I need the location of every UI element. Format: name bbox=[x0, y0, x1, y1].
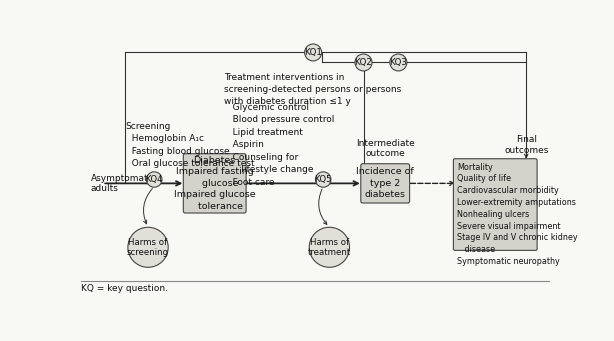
Text: KQ5: KQ5 bbox=[314, 175, 332, 184]
Text: Glycemic control
   Blood pressure control
   Lipid treatment
   Aspirin
   Coun: Glycemic control Blood pressure control … bbox=[224, 103, 335, 187]
Text: KQ2: KQ2 bbox=[354, 58, 373, 67]
Text: Treatment interventions in
screening-detected persons or persons
with diabetes d: Treatment interventions in screening-det… bbox=[224, 73, 402, 106]
FancyBboxPatch shape bbox=[184, 154, 246, 213]
Text: Mortality
Quality of life
Cardiovascular morbidity
Lower-extremity amputations
N: Mortality Quality of life Cardiovascular… bbox=[457, 163, 578, 266]
FancyBboxPatch shape bbox=[453, 159, 537, 250]
Text: KQ3: KQ3 bbox=[389, 58, 407, 67]
Text: KQ4: KQ4 bbox=[146, 175, 163, 184]
Text: Diabetes
Impaired fasting
    glucose
Impaired glucose
    tolerance: Diabetes Impaired fasting glucose Impair… bbox=[174, 156, 255, 211]
Circle shape bbox=[355, 54, 372, 71]
Circle shape bbox=[309, 227, 349, 267]
Circle shape bbox=[147, 172, 162, 187]
Text: Asymptomatic
adults: Asymptomatic adults bbox=[91, 174, 156, 193]
Text: KQ = key question.: KQ = key question. bbox=[80, 284, 168, 293]
Circle shape bbox=[128, 227, 168, 267]
Circle shape bbox=[305, 44, 322, 61]
Text: Final
outcomes: Final outcomes bbox=[504, 135, 548, 155]
Text: Screening
  Hemoglobin A₁c
  Fasting blood glucose
  Oral glucose tolerance test: Screening Hemoglobin A₁c Fasting blood g… bbox=[126, 122, 254, 168]
Text: Incidence of
type 2
diabetes: Incidence of type 2 diabetes bbox=[356, 167, 414, 199]
Circle shape bbox=[390, 54, 407, 71]
Text: Intermediate
outcome: Intermediate outcome bbox=[356, 138, 414, 158]
Text: KQ1: KQ1 bbox=[304, 48, 322, 57]
Text: Harms of
treatment: Harms of treatment bbox=[308, 238, 351, 257]
Text: Harms of
screening: Harms of screening bbox=[127, 238, 169, 257]
FancyBboxPatch shape bbox=[361, 164, 410, 203]
Circle shape bbox=[316, 172, 331, 187]
